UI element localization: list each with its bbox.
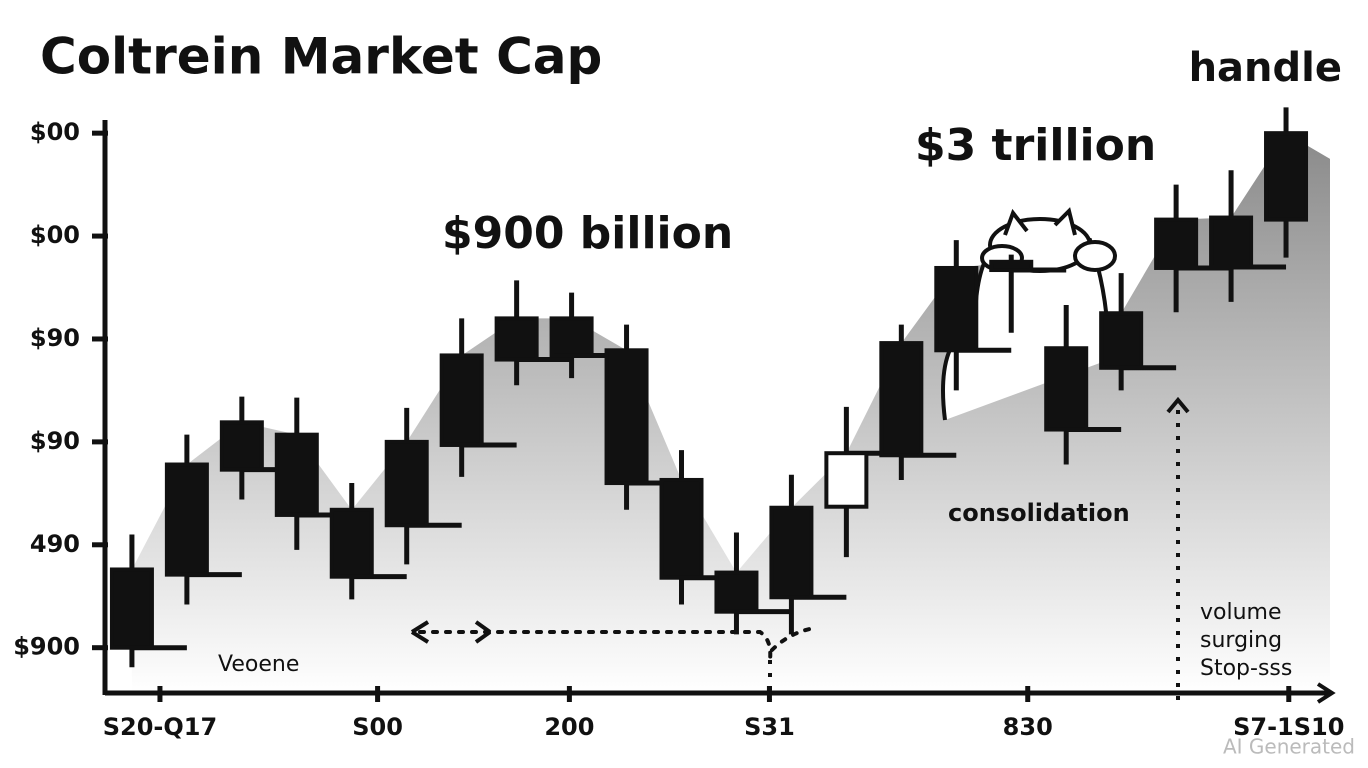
y-tick-label: 490 (30, 530, 80, 558)
candle-body (824, 451, 869, 509)
candle-body (164, 462, 209, 577)
x-tick-label: S31 (744, 713, 795, 741)
annotation: surging (1200, 628, 1282, 653)
candle-body (494, 316, 539, 362)
x-tick-label: 200 (544, 713, 594, 741)
candle-body (1099, 311, 1144, 370)
candle-body (439, 353, 484, 447)
candle-body (604, 348, 649, 486)
y-tick-label: $900 (13, 633, 80, 661)
candle-body (1044, 346, 1089, 432)
x-tick-label: 830 (1003, 713, 1053, 741)
y-tick-label: $90 (30, 427, 80, 455)
candle-body (1154, 217, 1199, 270)
candle-body (1264, 131, 1309, 222)
annotation: consolidation (948, 499, 1130, 527)
candle-body (329, 507, 374, 579)
candle-body (549, 316, 594, 358)
x-tick-label: S00 (352, 713, 403, 741)
annotation: handle (1189, 45, 1342, 91)
x-tick-label: S7-1S10 (1233, 713, 1344, 741)
annotation: $3 trillion (915, 120, 1156, 171)
arrow-head (410, 620, 492, 644)
candle-body (1209, 215, 1254, 269)
y-tick-label: $00 (30, 221, 80, 249)
watermark: AI Generated (1223, 735, 1355, 759)
annotation: $900 billion (442, 208, 733, 259)
arrow-head (1166, 396, 1190, 414)
x-tick-label: S20-Q17 (103, 713, 217, 741)
candle-body (109, 567, 154, 650)
axis-arrow (1316, 682, 1336, 704)
candle-body (879, 341, 924, 458)
candle-body (934, 265, 979, 353)
candle-body (274, 432, 319, 517)
shade (131, 133, 1331, 694)
y-tick-label: $90 (30, 324, 80, 352)
candle-body (714, 570, 759, 614)
candle-body (769, 505, 814, 600)
candle-body (989, 259, 1034, 273)
candle-body (219, 420, 264, 472)
candle-body (659, 477, 704, 580)
chart-title: Coltrein Market Cap (40, 28, 602, 86)
y-tick-label: $00 (30, 118, 80, 146)
dotted-arrow (418, 626, 817, 662)
annotation: volume (1200, 600, 1282, 625)
candle-body (384, 439, 429, 528)
shade-layer (131, 133, 1331, 694)
annotation: Veoene (218, 652, 299, 677)
annotation: Stop-sss (1200, 656, 1292, 681)
